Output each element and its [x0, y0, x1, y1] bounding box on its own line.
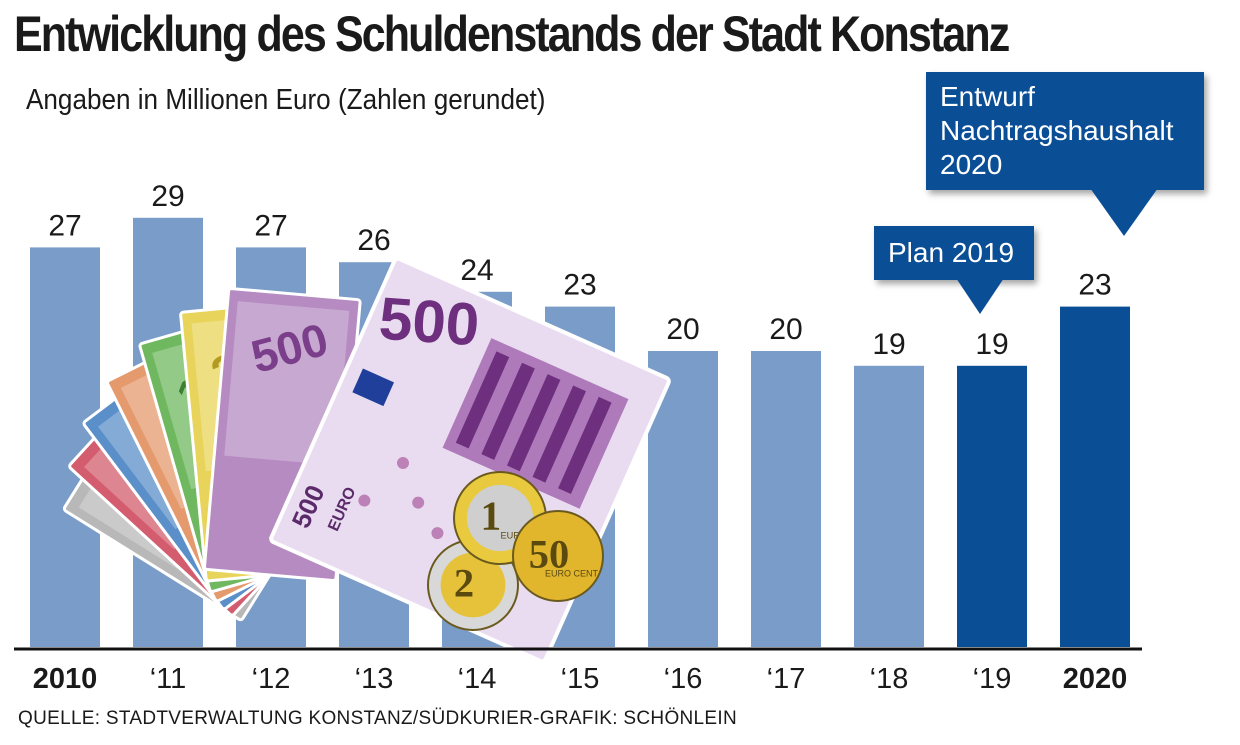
- x-tick-label-5: ‘15: [561, 663, 600, 695]
- x-tick-label-0: 2010: [33, 663, 98, 695]
- plan-2019-label: Plan 2019: [888, 237, 1015, 268]
- entwurf-line-3: 2020: [940, 149, 1003, 180]
- banknote-500-front-window-2: [506, 374, 561, 472]
- x-tick-label-8: ‘18: [870, 663, 909, 695]
- banknote-500-front-window-4: [558, 396, 612, 494]
- banknote-star-2: [431, 527, 444, 540]
- banknote-500-front-value: 500: [377, 285, 482, 359]
- coin-1-euro-text: EURO: [501, 531, 528, 541]
- data-label-8: 19: [872, 328, 905, 361]
- banknote-star-4: [358, 494, 371, 507]
- coin-1-euro-center: [466, 484, 534, 552]
- source-note: QUELLE: STADTVERWALTUNG KONSTANZ/SÜDKURI…: [18, 708, 737, 729]
- data-label-2: 27: [254, 209, 287, 242]
- eu-flag-icon: [352, 368, 395, 407]
- banknote-star-1: [412, 496, 425, 509]
- bar-7: [751, 351, 821, 647]
- plan-2019-callout: Plan 2019: [874, 226, 1034, 280]
- x-tick-label-10: 2020: [1063, 663, 1128, 695]
- banknote-500-front-window-1: [481, 362, 535, 460]
- data-label-10: 23: [1078, 269, 1111, 302]
- coin-50-cent-text: EURO CENT: [545, 568, 599, 578]
- entwurf-line-2: Nachtragshaushalt: [940, 115, 1174, 146]
- entwurf-2020-callout: Entwurf Nachtragshaushalt 2020: [926, 72, 1204, 190]
- chart-subtitle: Angaben in Millionen Euro (Zahlen gerund…: [26, 84, 546, 116]
- banknote-500-window: [224, 301, 350, 466]
- coin-2-euro-center: [440, 552, 506, 618]
- data-label-5: 23: [563, 269, 596, 302]
- coin-50-cent-value: 50: [529, 531, 570, 576]
- bar-8: [854, 365, 924, 647]
- x-tick-label-3: ‘13: [355, 663, 394, 695]
- data-label-7: 20: [769, 313, 802, 346]
- data-label-6: 20: [666, 313, 699, 346]
- data-label-0: 27: [48, 209, 81, 242]
- x-tick-label-1: ‘11: [150, 663, 187, 695]
- x-tick-label-6: ‘16: [664, 663, 703, 695]
- chart-title: Entwicklung des Schuldenstands der Stadt…: [14, 6, 1010, 62]
- euro-money-illustration: 5102050100200500500500EURO21EURO50EURO C…: [62, 256, 671, 664]
- bar-10: [1060, 306, 1130, 647]
- data-label-3: 26: [357, 224, 390, 257]
- banknote-star-0: [396, 457, 409, 470]
- data-label-1: 29: [151, 180, 184, 213]
- plan-2019-callout-pointer: [956, 278, 1004, 314]
- entwurf-2020-callout-pointer: [1090, 188, 1158, 236]
- x-tick-label-4: ‘14: [458, 663, 497, 695]
- banknote-500-front-window-3: [532, 385, 586, 483]
- entwurf-line-1: Entwurf: [940, 81, 1035, 112]
- x-tick-label-7: ‘17: [767, 663, 806, 695]
- coin-1-euro-value: 1: [480, 493, 501, 539]
- x-tick-label-2: ‘12: [252, 663, 291, 695]
- x-tick-label-9: ‘19: [973, 663, 1012, 695]
- data-label-4: 24: [460, 254, 493, 287]
- banknote-500-front-window-0: [455, 351, 510, 449]
- data-label-9: 19: [975, 328, 1008, 361]
- coin-50-cent-center: [525, 523, 591, 589]
- coin-2-euro-value: 2: [454, 560, 474, 605]
- bar-9: [957, 365, 1027, 647]
